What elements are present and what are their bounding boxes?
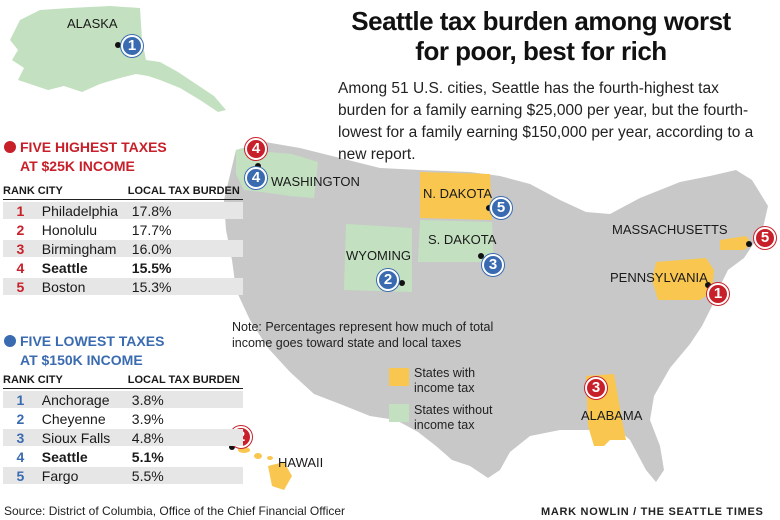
state-label-massachusetts: MASSACHUSETTS [612,222,728,237]
highest-table: RANK CITY LOCAL TAX BURDEN 1 Philadelphia… [3,183,243,297]
intro-text: Among 51 U.S. cities, Seattle has the fo… [338,80,754,163]
legend-income-tax: States with income tax [414,366,476,395]
city-cell: Seattle [41,259,88,276]
rank-cell: 3 [3,429,38,446]
state-label-alabama: ALABAMA [581,408,643,423]
table-row: 4 Seattle 15.5% [3,259,243,276]
city-cell: Sioux Falls [37,429,128,446]
marker-boston: 5 [754,227,776,249]
city-cell: Birmingham [37,240,128,257]
value-cell: 15.3% [127,278,243,295]
value-cell: 17.7% [131,221,172,238]
alaska-shape [10,6,226,112]
massachusetts-shape [720,236,752,250]
city-cell: Fargo [37,467,128,484]
city-cell: Seattle [41,448,88,465]
lowest-heading: FIVE LOWEST TAXES AT $150K INCOME [4,332,164,370]
rank-cell: 1 [3,391,38,408]
page-title: Seattle tax burden among worst for poor,… [318,6,764,66]
value-cell: 3.8% [127,391,243,408]
source-text: Source: District of Columbia, Office of … [4,504,346,518]
state-label-south-dakota: S. DAKOTA [428,232,497,247]
credit-text: MARK NOWLIN / THE SEATTLE TIMES [541,506,764,518]
rank-cell: 4 [16,259,25,276]
state-label-washington: WASHINGTON [271,174,360,189]
table-row: 1 Philadelphia 17.8% [3,202,243,219]
marker-cheyenne: 2 [377,269,399,291]
value-cell: 17.8% [127,202,243,219]
state-label-hawaii: HAWAII [278,455,324,470]
col-burden: LOCAL TAX BURDEN [127,374,243,389]
rank-cell: 2 [16,221,25,238]
state-label-alaska: ALASKA [67,16,118,31]
south-dakota-shape [418,220,494,266]
table-row: 4 Seattle 5.1% [3,448,243,465]
state-label-pennsylvania: PENNSYLVANIA [610,270,708,285]
table-row: 2 Honolulu 17.7% [3,221,243,238]
marker-fargo: 5 [490,197,512,219]
lowest-table: RANK CITY LOCAL TAX BURDEN 1 Anchorage 3.8… [3,372,243,486]
highest-heading: FIVE HIGHEST TAXES AT $25K INCOME [4,138,167,176]
rank-cell: 5 [3,467,38,484]
marker-seattle-high: 4 [245,138,267,160]
value-cell: 15.5% [131,259,172,276]
value-cell: 4.8% [127,429,243,446]
pennsylvania-shape [652,258,714,300]
value-cell: 3.9% [131,410,164,427]
legend-swatch-income-tax [389,368,409,386]
table-row: 5 Fargo 5.5% [3,467,243,484]
city-cell: Philadelphia [37,202,128,219]
state-label-north-dakota: N. DAKOTA [423,186,493,201]
red-dot-icon [4,141,16,153]
highest-heading-line1: FIVE HIGHEST TAXES [20,139,167,155]
table-row: 5 Boston 15.3% [3,278,243,295]
col-rank: RANK [3,374,38,389]
rank-cell: 5 [3,278,38,295]
city-cell: Honolulu [41,221,98,238]
marker-birmingham: 3 [585,377,607,399]
col-rank: RANK [3,185,38,200]
legend-swatch-no-income-tax [389,404,409,422]
table-row: 3 Sioux Falls 4.8% [3,429,243,446]
table-row: 1 Anchorage 3.8% [3,391,243,408]
lowest-heading-line2: AT $150K INCOME [20,352,143,368]
lowest-heading-line1: FIVE LOWEST TAXES [20,333,165,349]
legend-no-income-tax: States without income tax [414,403,493,432]
marker-philadelphia: 1 [707,283,729,305]
rank-cell: 1 [3,202,38,219]
marker-anchorage: 1 [121,35,143,57]
value-cell: 5.1% [131,448,164,465]
city-cell: Cheyenne [41,410,106,427]
marker-seattle-low: 4 [245,167,267,189]
col-city: CITY [37,185,128,200]
table-row: 3 Birmingham 16.0% [3,240,243,257]
table-row: 2 Cheyenne 3.9% [3,410,243,427]
title-line-2: for poor, best for rich [415,36,667,66]
north-dakota-shape [420,172,492,220]
title-line-1: Seattle tax burden among worst [351,6,731,36]
rank-cell: 4 [16,448,25,465]
col-city: CITY [37,374,128,389]
city-cell: Boston [37,278,128,295]
highest-heading-line2: AT $25K INCOME [20,158,135,174]
city-dots [115,42,752,450]
rank-cell: 2 [16,410,25,427]
value-cell: 16.0% [127,240,243,257]
col-burden: LOCAL TAX BURDEN [127,185,243,200]
value-cell: 5.5% [127,467,243,484]
note-text: Note: Percentages represent how much of … [232,320,494,350]
marker-sioux-falls: 3 [482,254,504,276]
city-cell: Anchorage [37,391,128,408]
rank-cell: 3 [3,240,38,257]
state-label-wyoming: WYOMING [346,248,411,263]
blue-dot-icon [4,335,16,347]
